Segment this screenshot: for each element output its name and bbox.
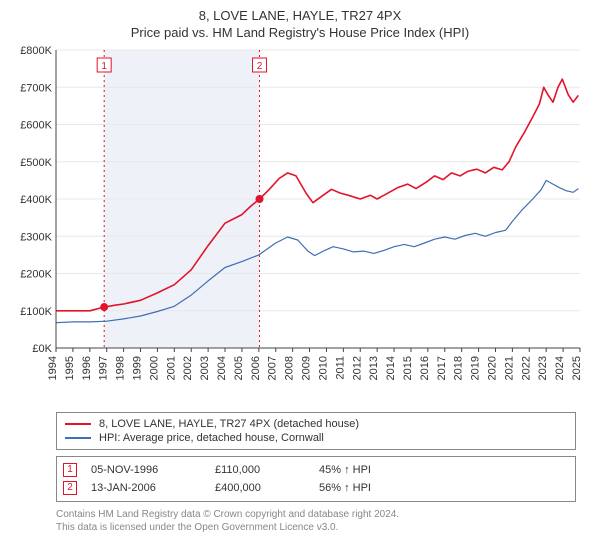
svg-text:2010: 2010	[317, 356, 329, 380]
marker-date-1: 05-NOV-1996	[91, 464, 201, 476]
svg-text:2002: 2002	[182, 356, 194, 380]
svg-text:1996: 1996	[81, 356, 93, 380]
legend-swatch-hpi	[65, 437, 91, 439]
chart-svg: £0K £100K £200K £300K £400K £500K £600K £700K £8…	[10, 46, 590, 406]
footnote: Contains HM Land Registry data © Crown c…	[56, 508, 576, 534]
svg-text:1995: 1995	[64, 356, 76, 380]
svg-text:2006: 2006	[250, 356, 262, 380]
legend-box: 8, LOVE LANE, HAYLE, TR27 4PX (detached …	[56, 412, 576, 450]
svg-text:2024: 2024	[554, 356, 566, 380]
svg-text:£800K: £800K	[20, 46, 52, 57]
svg-text:2025: 2025	[571, 356, 583, 380]
footnote-line2: This data is licensed under the Open Gov…	[56, 521, 576, 534]
svg-text:1: 1	[101, 61, 107, 72]
legend-label-hpi: HPI: Average price, detached house, Corn…	[99, 432, 324, 444]
marker-badge-2: 2	[63, 481, 77, 495]
svg-text:2019: 2019	[470, 356, 482, 380]
marker-row-2: 2 13-JAN-2006 £400,000 56% ↑ HPI	[63, 479, 569, 497]
svg-text:2015: 2015	[402, 356, 414, 380]
svg-text:2021: 2021	[503, 356, 515, 380]
chart-title-line2: Price paid vs. HM Land Registry's House …	[10, 25, 590, 40]
marker-pct-2: 56% ↑ HPI	[319, 482, 409, 494]
svg-text:£400K: £400K	[20, 194, 52, 206]
svg-text:2014: 2014	[385, 356, 397, 380]
svg-text:2003: 2003	[199, 356, 211, 380]
legend-row-hpi: HPI: Average price, detached house, Corn…	[65, 431, 567, 445]
footnote-line1: Contains HM Land Registry data © Crown c…	[56, 508, 576, 521]
svg-text:2023: 2023	[537, 356, 549, 380]
marker-date-2: 13-JAN-2006	[91, 482, 201, 494]
marker-row-1: 1 05-NOV-1996 £110,000 45% ↑ HPI	[63, 461, 569, 479]
svg-text:1997: 1997	[98, 356, 110, 380]
legend-label-property: 8, LOVE LANE, HAYLE, TR27 4PX (detached …	[99, 418, 359, 430]
marker-price-1: £110,000	[215, 464, 305, 476]
svg-text:2000: 2000	[148, 356, 160, 380]
svg-text:2004: 2004	[216, 356, 228, 380]
legend-row-property: 8, LOVE LANE, HAYLE, TR27 4PX (detached …	[65, 417, 567, 431]
svg-text:2: 2	[257, 61, 263, 72]
svg-text:£100K: £100K	[20, 306, 52, 318]
svg-text:£300K: £300K	[20, 231, 52, 243]
svg-text:1998: 1998	[115, 356, 127, 380]
marker-table: 1 05-NOV-1996 £110,000 45% ↑ HPI 2 13-JA…	[56, 456, 576, 502]
svg-text:£600K: £600K	[20, 120, 52, 132]
chart-area: £0K £100K £200K £300K £400K £500K £600K £700K £8…	[10, 46, 590, 406]
page-root: 8, LOVE LANE, HAYLE, TR27 4PX Price paid…	[0, 0, 600, 560]
svg-text:1994: 1994	[47, 356, 59, 380]
svg-text:2011: 2011	[334, 356, 346, 380]
svg-text:2007: 2007	[267, 356, 279, 380]
marker-price-2: £400,000	[215, 482, 305, 494]
svg-text:2013: 2013	[368, 356, 380, 380]
svg-text:2008: 2008	[284, 356, 296, 380]
svg-text:2017: 2017	[436, 356, 448, 380]
svg-text:2009: 2009	[301, 356, 313, 380]
chart-title-line1: 8, LOVE LANE, HAYLE, TR27 4PX	[10, 8, 590, 23]
svg-text:2020: 2020	[486, 356, 498, 380]
svg-text:2012: 2012	[351, 356, 363, 380]
svg-text:2018: 2018	[453, 356, 465, 380]
svg-text:2016: 2016	[419, 356, 431, 380]
svg-text:1999: 1999	[132, 356, 144, 380]
svg-text:£700K: £700K	[20, 82, 52, 94]
svg-text:2005: 2005	[233, 356, 245, 380]
svg-text:£500K: £500K	[20, 157, 52, 169]
svg-text:2001: 2001	[165, 356, 177, 380]
marker-badge-1: 1	[63, 463, 77, 477]
marker-pct-1: 45% ↑ HPI	[319, 464, 409, 476]
svg-text:£0K: £0K	[32, 343, 52, 355]
legend-swatch-property	[65, 423, 91, 425]
svg-text:£200K: £200K	[20, 269, 52, 281]
svg-text:2022: 2022	[520, 356, 532, 380]
